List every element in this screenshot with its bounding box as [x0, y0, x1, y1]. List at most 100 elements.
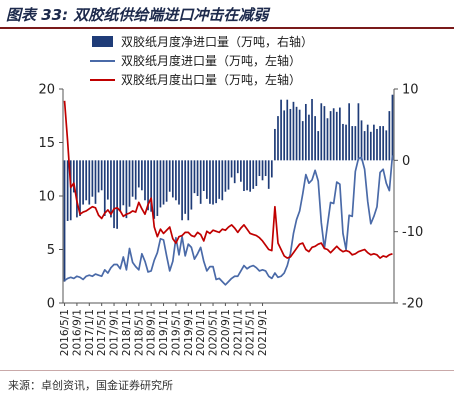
net-import-bar [258, 160, 261, 177]
net-import-bar [376, 128, 378, 161]
net-import-bar [175, 160, 177, 201]
net-import-bar [103, 160, 106, 216]
net-import-bar [308, 114, 310, 161]
net-import-bar [125, 160, 128, 219]
net-import-bar [224, 160, 227, 192]
net-import-bar [206, 160, 208, 199]
net-import-bar [249, 160, 251, 192]
net-import-bar [147, 160, 149, 211]
net-import-bar [264, 160, 267, 177]
net-import-bar [221, 160, 224, 201]
net-import-bar [298, 109, 301, 161]
x-tick-label: 2020/5/1 [208, 309, 220, 356]
x-tick-label: 2020/9/1 [220, 309, 232, 356]
net-import-bar [91, 160, 94, 197]
net-import-bar [311, 98, 313, 161]
legend-label-net-import: 双胶纸月度净进口量（万吨，右轴） [121, 34, 313, 49]
net-import-bar [292, 101, 295, 161]
net-import-bar [171, 160, 174, 198]
net-import-bar [348, 103, 350, 161]
right-tick-label: -20 [402, 297, 423, 312]
net-import-bar [274, 128, 276, 161]
net-import-bar [66, 160, 69, 221]
net-import-bar [339, 107, 341, 161]
net-import-bar [357, 103, 360, 161]
net-import-bar [360, 120, 363, 161]
net-import-bar [218, 160, 221, 199]
net-import-bar [240, 160, 242, 182]
net-import-bar [131, 160, 134, 197]
net-import-bar [88, 160, 91, 205]
net-import-bar [202, 160, 205, 191]
net-import-bar [379, 126, 381, 161]
net-import-bar [76, 160, 78, 218]
x-tick-label: 2018/1/1 [121, 309, 133, 356]
net-import-bar [342, 123, 344, 161]
net-import-bar [212, 160, 214, 205]
net-import-bar [178, 160, 180, 205]
net-import-bar [261, 160, 264, 181]
net-import-bar [137, 160, 140, 188]
net-import-bar [159, 160, 162, 208]
net-import-bar [144, 160, 146, 201]
net-import-bar [199, 160, 202, 204]
x-tick-label: 2016/5/1 [59, 309, 71, 356]
net-import-bar [165, 160, 168, 202]
net-import-bar [116, 160, 118, 229]
net-import-bar [215, 160, 217, 204]
net-import-bar [190, 160, 193, 210]
net-import-bar [289, 108, 292, 161]
net-import-bar [304, 103, 307, 161]
net-import-bar [128, 160, 131, 207]
net-import-bar [181, 160, 183, 221]
net-import-bar [366, 124, 369, 161]
net-import-bar [150, 160, 153, 212]
net-import-bar [100, 160, 103, 191]
net-import-bar [193, 160, 196, 194]
net-import-bar [119, 160, 122, 212]
left-tick-label: 15 [38, 136, 55, 151]
net-import-bar [156, 160, 159, 216]
x-tick-label: 2019/1/1 [158, 309, 170, 356]
left-tick-label: 10 [38, 190, 55, 205]
right-tick-label: -10 [402, 225, 423, 240]
net-import-bar [335, 111, 338, 161]
net-import-bar [209, 160, 211, 204]
x-tick-label: 2021/9/1 [257, 309, 269, 356]
net-import-bar [323, 106, 326, 161]
net-import-bar [79, 160, 81, 216]
net-import-bar [69, 160, 72, 221]
x-tick-label: 2019/5/1 [170, 309, 182, 356]
net-import-bar [382, 126, 385, 161]
net-import-bar [317, 131, 320, 161]
net-import-bar [162, 160, 165, 205]
legend-swatch-net-import [92, 36, 113, 47]
net-import-bar [391, 94, 394, 161]
net-import-bar [332, 108, 335, 161]
import-line [64, 155, 394, 286]
net-import-bar [373, 124, 375, 161]
footer-rule [0, 370, 454, 371]
net-import-bar [243, 160, 245, 191]
net-import-bar [233, 160, 236, 184]
title-rule [0, 27, 454, 29]
net-import-bar [246, 160, 248, 191]
x-tick-label: 2018/9/1 [146, 309, 158, 356]
net-import-bar [255, 160, 258, 187]
x-tick-label: 2021/1/1 [232, 309, 244, 356]
legend-label-export: 双胶纸月度出口量（万吨，左轴） [121, 72, 301, 87]
export-line [63, 100, 393, 259]
net-import-bar [354, 126, 357, 161]
net-import-bar [363, 131, 366, 161]
net-import-bar [277, 116, 279, 161]
net-import-bar [369, 131, 372, 161]
net-import-bar [113, 160, 115, 229]
x-tick-label: 2019/9/1 [183, 309, 195, 356]
net-import-bar [320, 103, 323, 161]
net-import-bar [326, 118, 329, 161]
x-tick-label: 2017/5/1 [96, 309, 108, 356]
net-import-bar [122, 160, 125, 206]
series-lines [63, 100, 394, 286]
net-import-bar [82, 160, 84, 205]
x-tick-label: 2020/1/1 [195, 309, 207, 356]
